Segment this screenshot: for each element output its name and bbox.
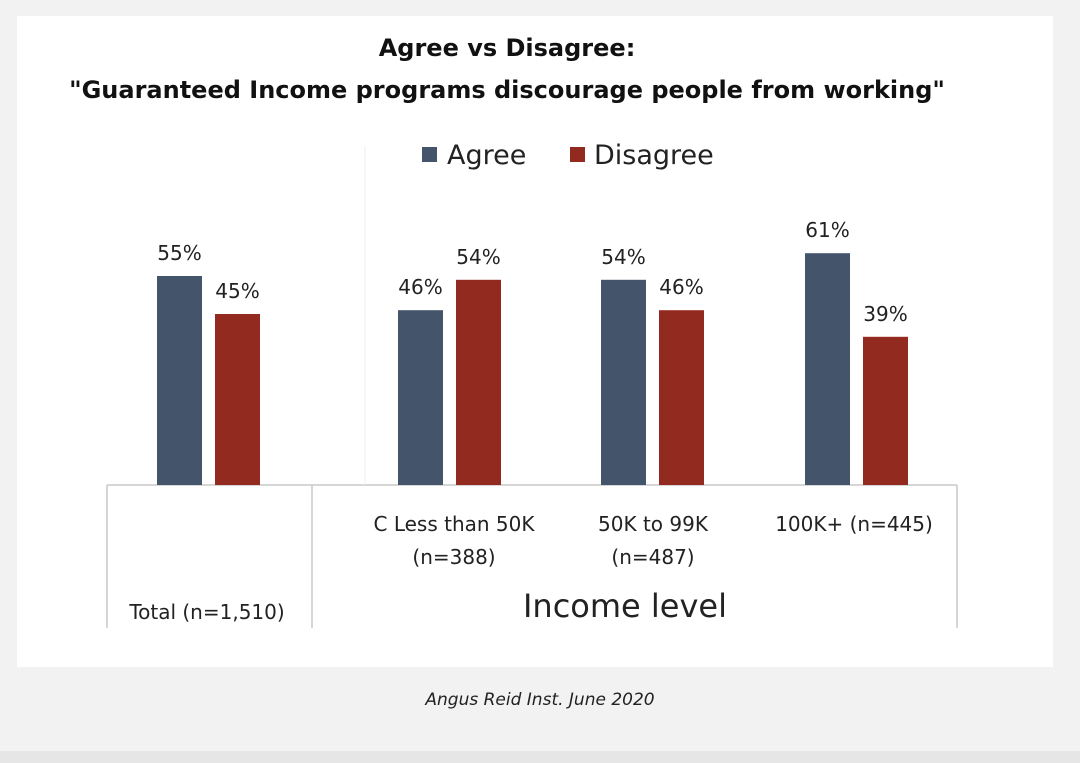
category-label-0: Total (n=1,510) <box>128 600 284 624</box>
bar-disagree-1 <box>456 279 501 485</box>
bar-chart: Agree vs Disagree: "Guaranteed Income pr… <box>69 34 958 628</box>
data-label-disagree-0: 45% <box>215 279 259 303</box>
chart-title: Agree vs Disagree: <box>379 34 636 62</box>
bar-disagree-2 <box>659 310 704 485</box>
chart-card: Agree vs Disagree: "Guaranteed Income pr… <box>17 16 1053 667</box>
data-label-agree-1: 46% <box>398 275 442 299</box>
bars-group <box>157 253 908 485</box>
category-label-1: C Less than 50K <box>374 512 536 536</box>
data-label-disagree-1: 54% <box>456 245 500 269</box>
category-label-3: 100K+ (n=445) <box>775 512 933 536</box>
x-axis-label: Income level <box>523 587 727 625</box>
legend-swatch-disagree <box>570 147 585 162</box>
data-label-agree-2: 54% <box>601 245 645 269</box>
bar-agree-3 <box>805 253 850 485</box>
data-label-agree-3: 61% <box>805 218 849 242</box>
source-caption: Angus Reid Inst. June 2020 <box>425 690 655 710</box>
bar-disagree-0 <box>215 314 260 485</box>
bar-disagree-3 <box>863 336 908 485</box>
data-label-disagree-2: 46% <box>659 275 703 299</box>
bottom-strip <box>0 751 1080 763</box>
data-label-disagree-3: 39% <box>863 302 907 326</box>
bar-agree-2 <box>601 279 646 485</box>
category-sublabel-2: (n=487) <box>611 545 694 569</box>
bar-agree-0 <box>157 276 202 485</box>
bar-agree-1 <box>398 310 443 485</box>
legend-label-agree: Agree <box>447 140 526 171</box>
category-label-2: 50K to 99K <box>598 512 709 536</box>
category-labels-group: Total (n=1,510) C Less than 50K (n=388) 50K… <box>128 512 933 624</box>
chart-subtitle: "Guaranteed Income programs discourage p… <box>69 76 945 104</box>
legend-label-disagree: Disagree <box>594 140 714 171</box>
data-label-agree-0: 55% <box>157 241 201 265</box>
category-sublabel-1: (n=388) <box>412 545 495 569</box>
legend: Agree Disagree <box>422 140 714 171</box>
legend-swatch-agree <box>422 147 437 162</box>
data-labels-group: 55% 45% 46% 54% 54% 46% 61% 39% <box>157 218 907 326</box>
